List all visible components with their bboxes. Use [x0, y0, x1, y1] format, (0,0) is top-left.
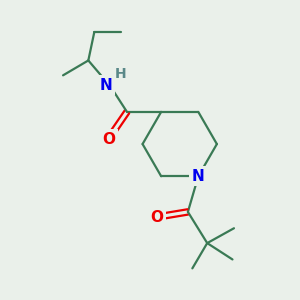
Text: N: N — [192, 169, 205, 184]
Text: O: O — [103, 132, 116, 147]
Text: O: O — [150, 210, 163, 225]
Text: N: N — [100, 78, 112, 93]
Text: H: H — [115, 67, 127, 81]
